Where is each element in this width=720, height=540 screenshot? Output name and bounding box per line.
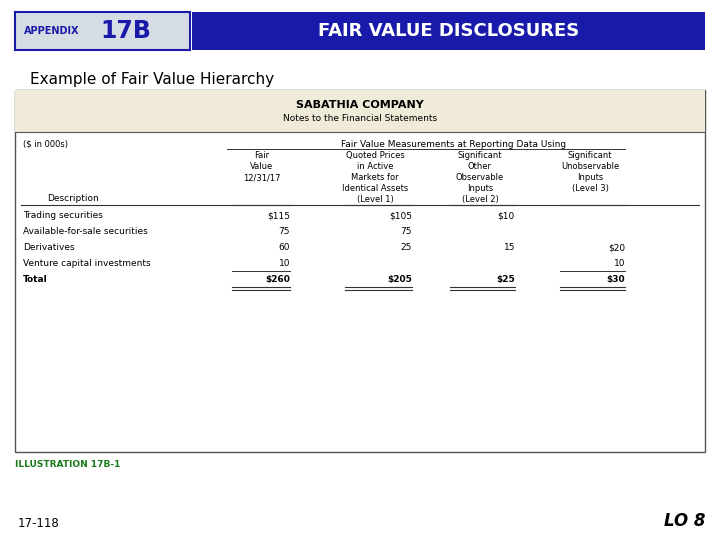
Text: 17-118: 17-118 [18, 517, 60, 530]
Text: $20: $20 [608, 243, 625, 252]
Text: SABATHIA COMPANY: SABATHIA COMPANY [296, 100, 424, 110]
Text: APPENDIX: APPENDIX [24, 26, 79, 36]
Text: Description: Description [47, 194, 99, 203]
Text: $105: $105 [389, 211, 412, 220]
Text: $10: $10 [498, 211, 515, 220]
Text: $205: $205 [387, 275, 412, 284]
FancyBboxPatch shape [15, 12, 190, 50]
Text: 10: 10 [279, 259, 290, 268]
FancyBboxPatch shape [15, 90, 705, 132]
Text: 75: 75 [400, 227, 412, 236]
Text: FAIR VALUE DISCLOSURES: FAIR VALUE DISCLOSURES [318, 22, 579, 40]
Text: Total: Total [23, 275, 48, 284]
Text: 15: 15 [503, 243, 515, 252]
Text: Significant
Other
Observable
Inputs
(Level 2): Significant Other Observable Inputs (Lev… [456, 151, 504, 205]
Text: 25: 25 [400, 243, 412, 252]
Text: LO 8: LO 8 [664, 512, 705, 530]
Text: Trading securities: Trading securities [23, 211, 103, 220]
Text: Fair Value Measurements at Reporting Data Using: Fair Value Measurements at Reporting Dat… [341, 140, 566, 149]
Text: Derivatives: Derivatives [23, 243, 75, 252]
Text: $260: $260 [265, 275, 290, 284]
FancyBboxPatch shape [192, 12, 705, 50]
Text: Venture capital investments: Venture capital investments [23, 259, 150, 268]
Text: 17B: 17B [100, 19, 151, 43]
Text: Quoted Prices
in Active
Markets for
Identical Assets
(Level 1): Quoted Prices in Active Markets for Iden… [342, 151, 408, 205]
Text: Available-for-sale securities: Available-for-sale securities [23, 227, 148, 236]
Text: Significant
Unobservable
Inputs
(Level 3): Significant Unobservable Inputs (Level 3… [561, 151, 619, 193]
Text: Fair
Value
12/31/17: Fair Value 12/31/17 [243, 151, 281, 182]
Text: 60: 60 [279, 243, 290, 252]
Text: Notes to the Financial Statements: Notes to the Financial Statements [283, 114, 437, 123]
Text: 10: 10 [613, 259, 625, 268]
Text: Example of Fair Value Hierarchy: Example of Fair Value Hierarchy [30, 72, 274, 87]
Text: ($ in 000s): ($ in 000s) [23, 140, 68, 149]
Text: $25: $25 [496, 275, 515, 284]
Text: $115: $115 [267, 211, 290, 220]
Text: $30: $30 [606, 275, 625, 284]
Text: ILLUSTRATION 17B-1: ILLUSTRATION 17B-1 [15, 460, 120, 469]
FancyBboxPatch shape [15, 90, 705, 452]
Text: 75: 75 [279, 227, 290, 236]
